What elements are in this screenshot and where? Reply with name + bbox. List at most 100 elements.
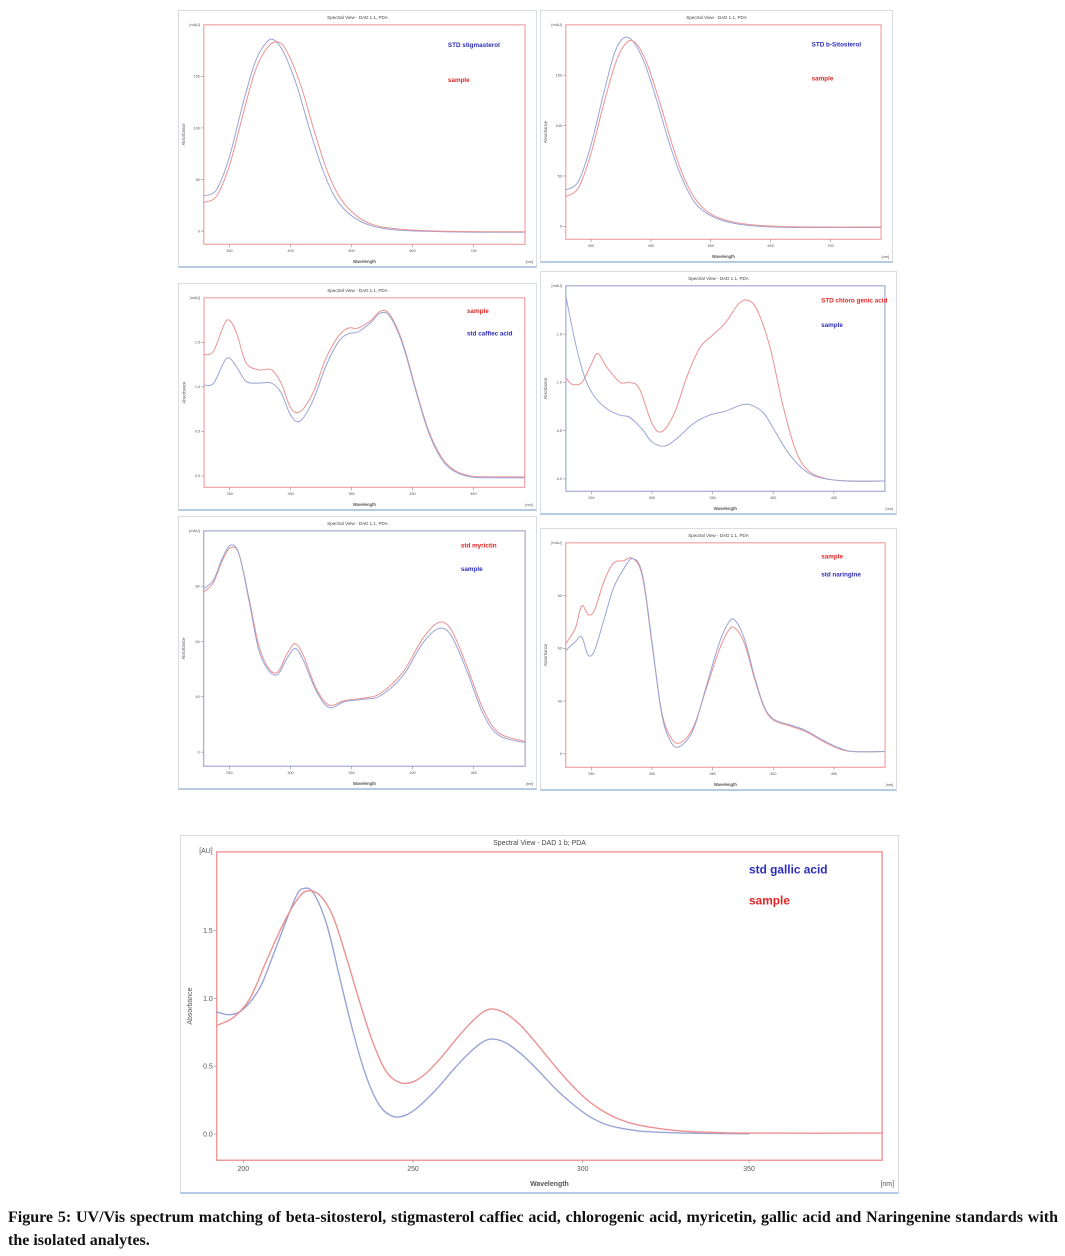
chart-b-sitosterol: Spectral View - DAD 1.1, PDA [mAU] 150 100 5…: [540, 10, 893, 263]
y-tick-label: 0.5: [203, 1064, 213, 1071]
figure-caption: Figure 5: UV/Vis spectrum matching of be…: [8, 1209, 1058, 1250]
legend-label-0: sample: [821, 554, 843, 561]
y-axis-unit: [mAU]: [551, 541, 561, 545]
series-std-caffiec-acid: [203, 311, 526, 479]
plot-frame: [203, 530, 526, 767]
x-axis-unit: [nm]: [886, 783, 893, 787]
x-tick-label: 600: [409, 249, 415, 253]
y-tick-label: 0.0: [195, 474, 200, 478]
chart-caffiec-acid: Spectral View - DAD 1.1, PDA [mAU] 1.5 1.0 0…: [178, 283, 537, 511]
x-tick-label: 450: [471, 771, 477, 775]
y-tick-label: 1.0: [203, 996, 213, 1003]
y-tick-label: 0.0: [557, 477, 562, 481]
y-axis-unit: [mAU]: [551, 23, 561, 27]
y-tick-label: 80: [558, 594, 562, 598]
legend-label-0: STD stigmasterol: [448, 42, 500, 49]
series-std-myrictin: [203, 546, 526, 743]
x-tick-label: 300: [288, 492, 294, 496]
chart-gallic-acid: Spectral View - DAD 1 b; PDA [AU] 1.5 1.0 0.…: [180, 835, 899, 1194]
x-tick-label: 200: [238, 1166, 250, 1173]
x-axis-label: Wavelength: [353, 259, 377, 264]
chart-svg-naringenine: Spectral View - DAD 1.1, PDA[mAU]8060400…: [543, 533, 893, 787]
y-tick-label: 40: [196, 695, 200, 699]
x-tick-label: 250: [407, 1166, 419, 1173]
x-tick-label: 700: [471, 249, 477, 253]
x-tick-label: 400: [410, 771, 416, 775]
chart-svg-b-sitosterol: Spectral View - DAD 1.1, PDA [mAU] 150 100 5…: [543, 15, 889, 259]
y-axis-label: Absorbance: [187, 987, 194, 1024]
legend-label-1: sample: [749, 893, 790, 907]
series-STD-chloro-genic-acid: [565, 299, 886, 482]
plot-frame: [565, 24, 882, 240]
x-axis-unit: [nm]: [526, 782, 533, 786]
y-tick-label: 50: [196, 178, 200, 182]
legend-label-0: STD b-Sitosterol: [812, 41, 862, 48]
plot-frame: [203, 24, 526, 245]
x-tick-label: 450: [831, 772, 837, 776]
x-tick-label: 450: [470, 492, 476, 496]
legend-label-1: std caffiec acid: [467, 331, 513, 338]
x-tick-label: 350: [348, 771, 354, 775]
y-axis-label: Absorbance: [181, 123, 186, 146]
chart-title: Spectral View - DAD 1.1, PDA: [686, 15, 748, 20]
x-tick-label: 300: [649, 496, 655, 500]
x-axis-unit: [nm]: [882, 255, 889, 259]
x-tick-label: 350: [348, 492, 354, 496]
x-tick-label: 350: [743, 1166, 755, 1173]
x-axis-unit: [nm]: [886, 507, 893, 511]
plot-frame: [215, 851, 883, 1162]
y-axis-unit: [AU]: [199, 848, 213, 855]
series-STD-stigmasterol: [203, 38, 526, 233]
y-tick-label: 150: [556, 74, 562, 78]
chart-svg-stigmasterol: Spectral View - DAD 1.1, PDA [mAU] 150 100 5…: [181, 15, 533, 264]
legend-label-0: std myrictin: [461, 542, 497, 549]
x-tick-label: 500: [348, 249, 354, 253]
y-tick-label: 0: [198, 229, 200, 233]
x-tick-label: 250: [227, 492, 233, 496]
series-sample: [203, 41, 526, 233]
chart-naringenine: Spectral View - DAD 1.1, PDA [mAU] 80 60 40 0…: [540, 528, 897, 791]
x-tick-label: 400: [409, 492, 415, 496]
chart-chlorogenic-acid: Spectral View - DAD 1.1, PDA [mAU] 1.5 1.0 0…: [540, 271, 897, 515]
x-tick-label: 400: [648, 244, 654, 248]
x-axis-label: Wavelength: [712, 254, 736, 259]
y-axis-unit: [mAU]: [189, 529, 199, 533]
y-tick-label: 150: [194, 75, 200, 79]
y-axis-label: Absorbance: [181, 637, 186, 660]
x-tick-label: 300: [287, 771, 293, 775]
chart-myricetin: Spectral View - DAD 1.1, PDA [mAU] 80 60 40 0…: [178, 516, 537, 790]
chart-svg-caffiec-acid: Spectral View - DAD 1.1, PDA [mAU] 1.5 1.0 0…: [181, 288, 532, 507]
y-tick-label: 0.0: [203, 1131, 213, 1138]
x-axis-label: Wavelength: [714, 782, 738, 787]
series-std-gallic-acid: [216, 887, 750, 1135]
y-tick-label: 1.5: [557, 332, 562, 336]
x-tick-label: 350: [710, 496, 716, 500]
series-sample: [565, 557, 886, 753]
y-axis-unit: [mAU]: [189, 23, 199, 27]
y-tick-label: 60: [558, 647, 562, 651]
chart-title: Spectral View - DAD 1.1, PDA: [327, 521, 389, 526]
x-tick-label: 400: [770, 772, 776, 776]
y-axis-label: Absorbance: [543, 377, 548, 400]
y-axis-unit: [mAU]: [190, 296, 200, 300]
y-axis-label: Absorbance: [181, 381, 186, 404]
y-tick-label: 1.0: [195, 385, 200, 389]
y-tick-label: 0.5: [557, 429, 562, 433]
x-axis-label: Wavelength: [530, 1181, 569, 1188]
x-tick-label: 350: [710, 772, 716, 776]
chart-svg-gallic-acid: Spectral View - DAD 1 b; PDA [AU] 1.5 1.0 0.…: [187, 840, 894, 1188]
x-axis-unit: [nm]: [525, 503, 532, 507]
legend-label-1: sample: [812, 76, 834, 83]
chart-svg-myricetin: Spectral View - DAD 1.1, PDA[mAU]8060400…: [181, 521, 533, 786]
y-tick-label: 1.5: [195, 341, 200, 345]
series-sample: [203, 544, 526, 744]
x-axis-label: Wavelength: [353, 781, 377, 786]
chart-stigmasterol: Spectral View - DAD 1.1, PDA [mAU] 150 100 5…: [178, 10, 537, 268]
x-tick-label: 250: [588, 772, 594, 776]
x-tick-label: 300: [588, 244, 594, 248]
x-tick-label: 450: [831, 496, 837, 500]
y-tick-label: 0: [198, 750, 200, 754]
legend-label-0: STD chloro genic acid: [821, 297, 887, 304]
y-tick-label: 80: [196, 584, 200, 588]
y-tick-label: 1.5: [203, 928, 213, 935]
